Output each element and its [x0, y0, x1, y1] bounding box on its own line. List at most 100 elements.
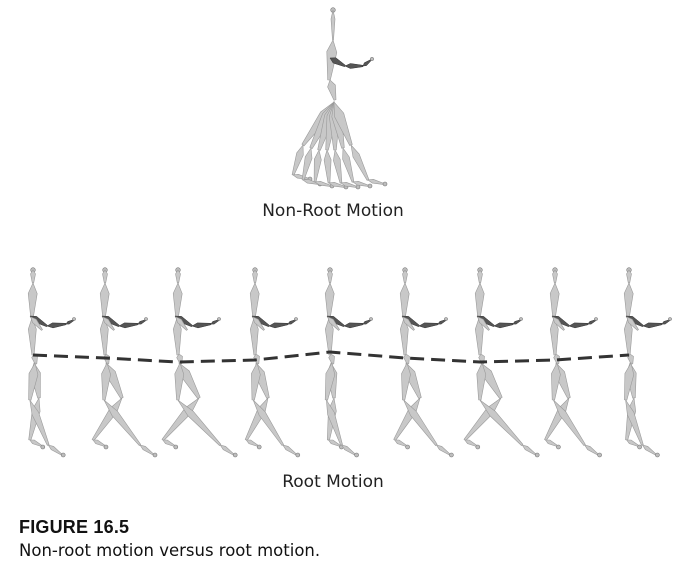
- non-root-motion-skeleton: [291, 7, 388, 190]
- bone: [435, 444, 452, 456]
- joint: [173, 444, 179, 450]
- bone: [252, 269, 258, 284]
- bone: [252, 316, 265, 331]
- figure-caption: Non-root motion versus root motion.: [19, 541, 321, 560]
- joint: [152, 452, 158, 458]
- joint: [475, 444, 481, 450]
- bone: [139, 444, 155, 456]
- bone: [623, 282, 634, 319]
- bone: [30, 316, 43, 331]
- joint: [594, 317, 598, 321]
- joint: [72, 317, 76, 321]
- bone: [552, 316, 565, 331]
- joint: [367, 183, 373, 189]
- bone: [350, 144, 370, 181]
- bone: [291, 144, 304, 176]
- bone: [172, 282, 183, 319]
- bone: [343, 322, 364, 329]
- bone: [626, 316, 639, 331]
- bone: [340, 444, 357, 456]
- bone: [175, 316, 188, 331]
- bone: [583, 444, 600, 456]
- bone: [399, 282, 410, 319]
- bone: [362, 59, 372, 67]
- bone: [521, 444, 537, 456]
- joint: [668, 317, 672, 321]
- bone: [333, 149, 343, 184]
- bone: [549, 317, 559, 356]
- bone: [418, 322, 439, 329]
- skeleton-9: [623, 267, 672, 458]
- bone: [552, 269, 558, 284]
- root-motion-path: [32, 350, 630, 364]
- bone: [102, 269, 108, 284]
- bone: [292, 173, 310, 180]
- bone: [474, 317, 484, 356]
- figure-illustration: [27, 7, 672, 458]
- bone: [172, 317, 182, 356]
- bone: [477, 316, 490, 331]
- bone: [474, 282, 485, 319]
- joint: [60, 452, 66, 458]
- bone: [464, 439, 478, 447]
- bone: [301, 147, 313, 181]
- joint: [144, 317, 148, 321]
- joint: [444, 317, 448, 321]
- joint: [449, 452, 454, 458]
- joint: [534, 452, 540, 458]
- skeleton-2: [91, 267, 158, 458]
- bone: [118, 322, 139, 329]
- bone: [191, 322, 212, 329]
- bone: [99, 282, 110, 319]
- bone: [219, 444, 235, 456]
- bone: [403, 353, 410, 365]
- bone: [625, 439, 640, 447]
- joint: [597, 452, 602, 458]
- root-motion-label: Root Motion: [282, 472, 384, 492]
- joint: [295, 452, 301, 458]
- joint: [294, 317, 298, 321]
- bone: [268, 322, 289, 329]
- joint: [637, 444, 642, 450]
- bone: [627, 353, 634, 365]
- bone: [642, 322, 663, 329]
- bone: [328, 353, 335, 365]
- joint: [232, 452, 238, 458]
- bone: [553, 353, 560, 365]
- bone: [549, 282, 560, 319]
- bone: [177, 399, 222, 447]
- bone: [327, 316, 340, 331]
- bone: [282, 444, 298, 456]
- joint: [655, 452, 660, 458]
- bone: [641, 444, 658, 456]
- figure-number: FIGURE 16.5: [19, 517, 130, 537]
- skeleton-3: [161, 267, 238, 458]
- bone: [103, 399, 142, 447]
- skeleton-5: [324, 267, 373, 458]
- bone: [29, 439, 43, 447]
- bone: [102, 316, 115, 331]
- bone: [402, 316, 415, 331]
- skeleton-1: [27, 267, 76, 458]
- bone: [568, 322, 589, 329]
- skeleton-4: [244, 267, 301, 458]
- bone: [367, 178, 385, 185]
- bone: [344, 63, 364, 69]
- bone: [479, 399, 524, 447]
- bone: [626, 269, 632, 284]
- bone: [245, 439, 259, 447]
- bone: [327, 79, 337, 101]
- joint: [556, 444, 561, 450]
- bone: [313, 149, 322, 183]
- bone: [249, 282, 260, 319]
- joint: [369, 317, 373, 321]
- bone: [327, 269, 333, 284]
- bone: [30, 269, 36, 284]
- bone: [493, 322, 514, 329]
- bone: [394, 439, 408, 447]
- joint: [40, 444, 46, 450]
- bone: [92, 439, 106, 447]
- joint: [405, 444, 410, 450]
- joint: [370, 57, 374, 61]
- joint: [256, 444, 262, 450]
